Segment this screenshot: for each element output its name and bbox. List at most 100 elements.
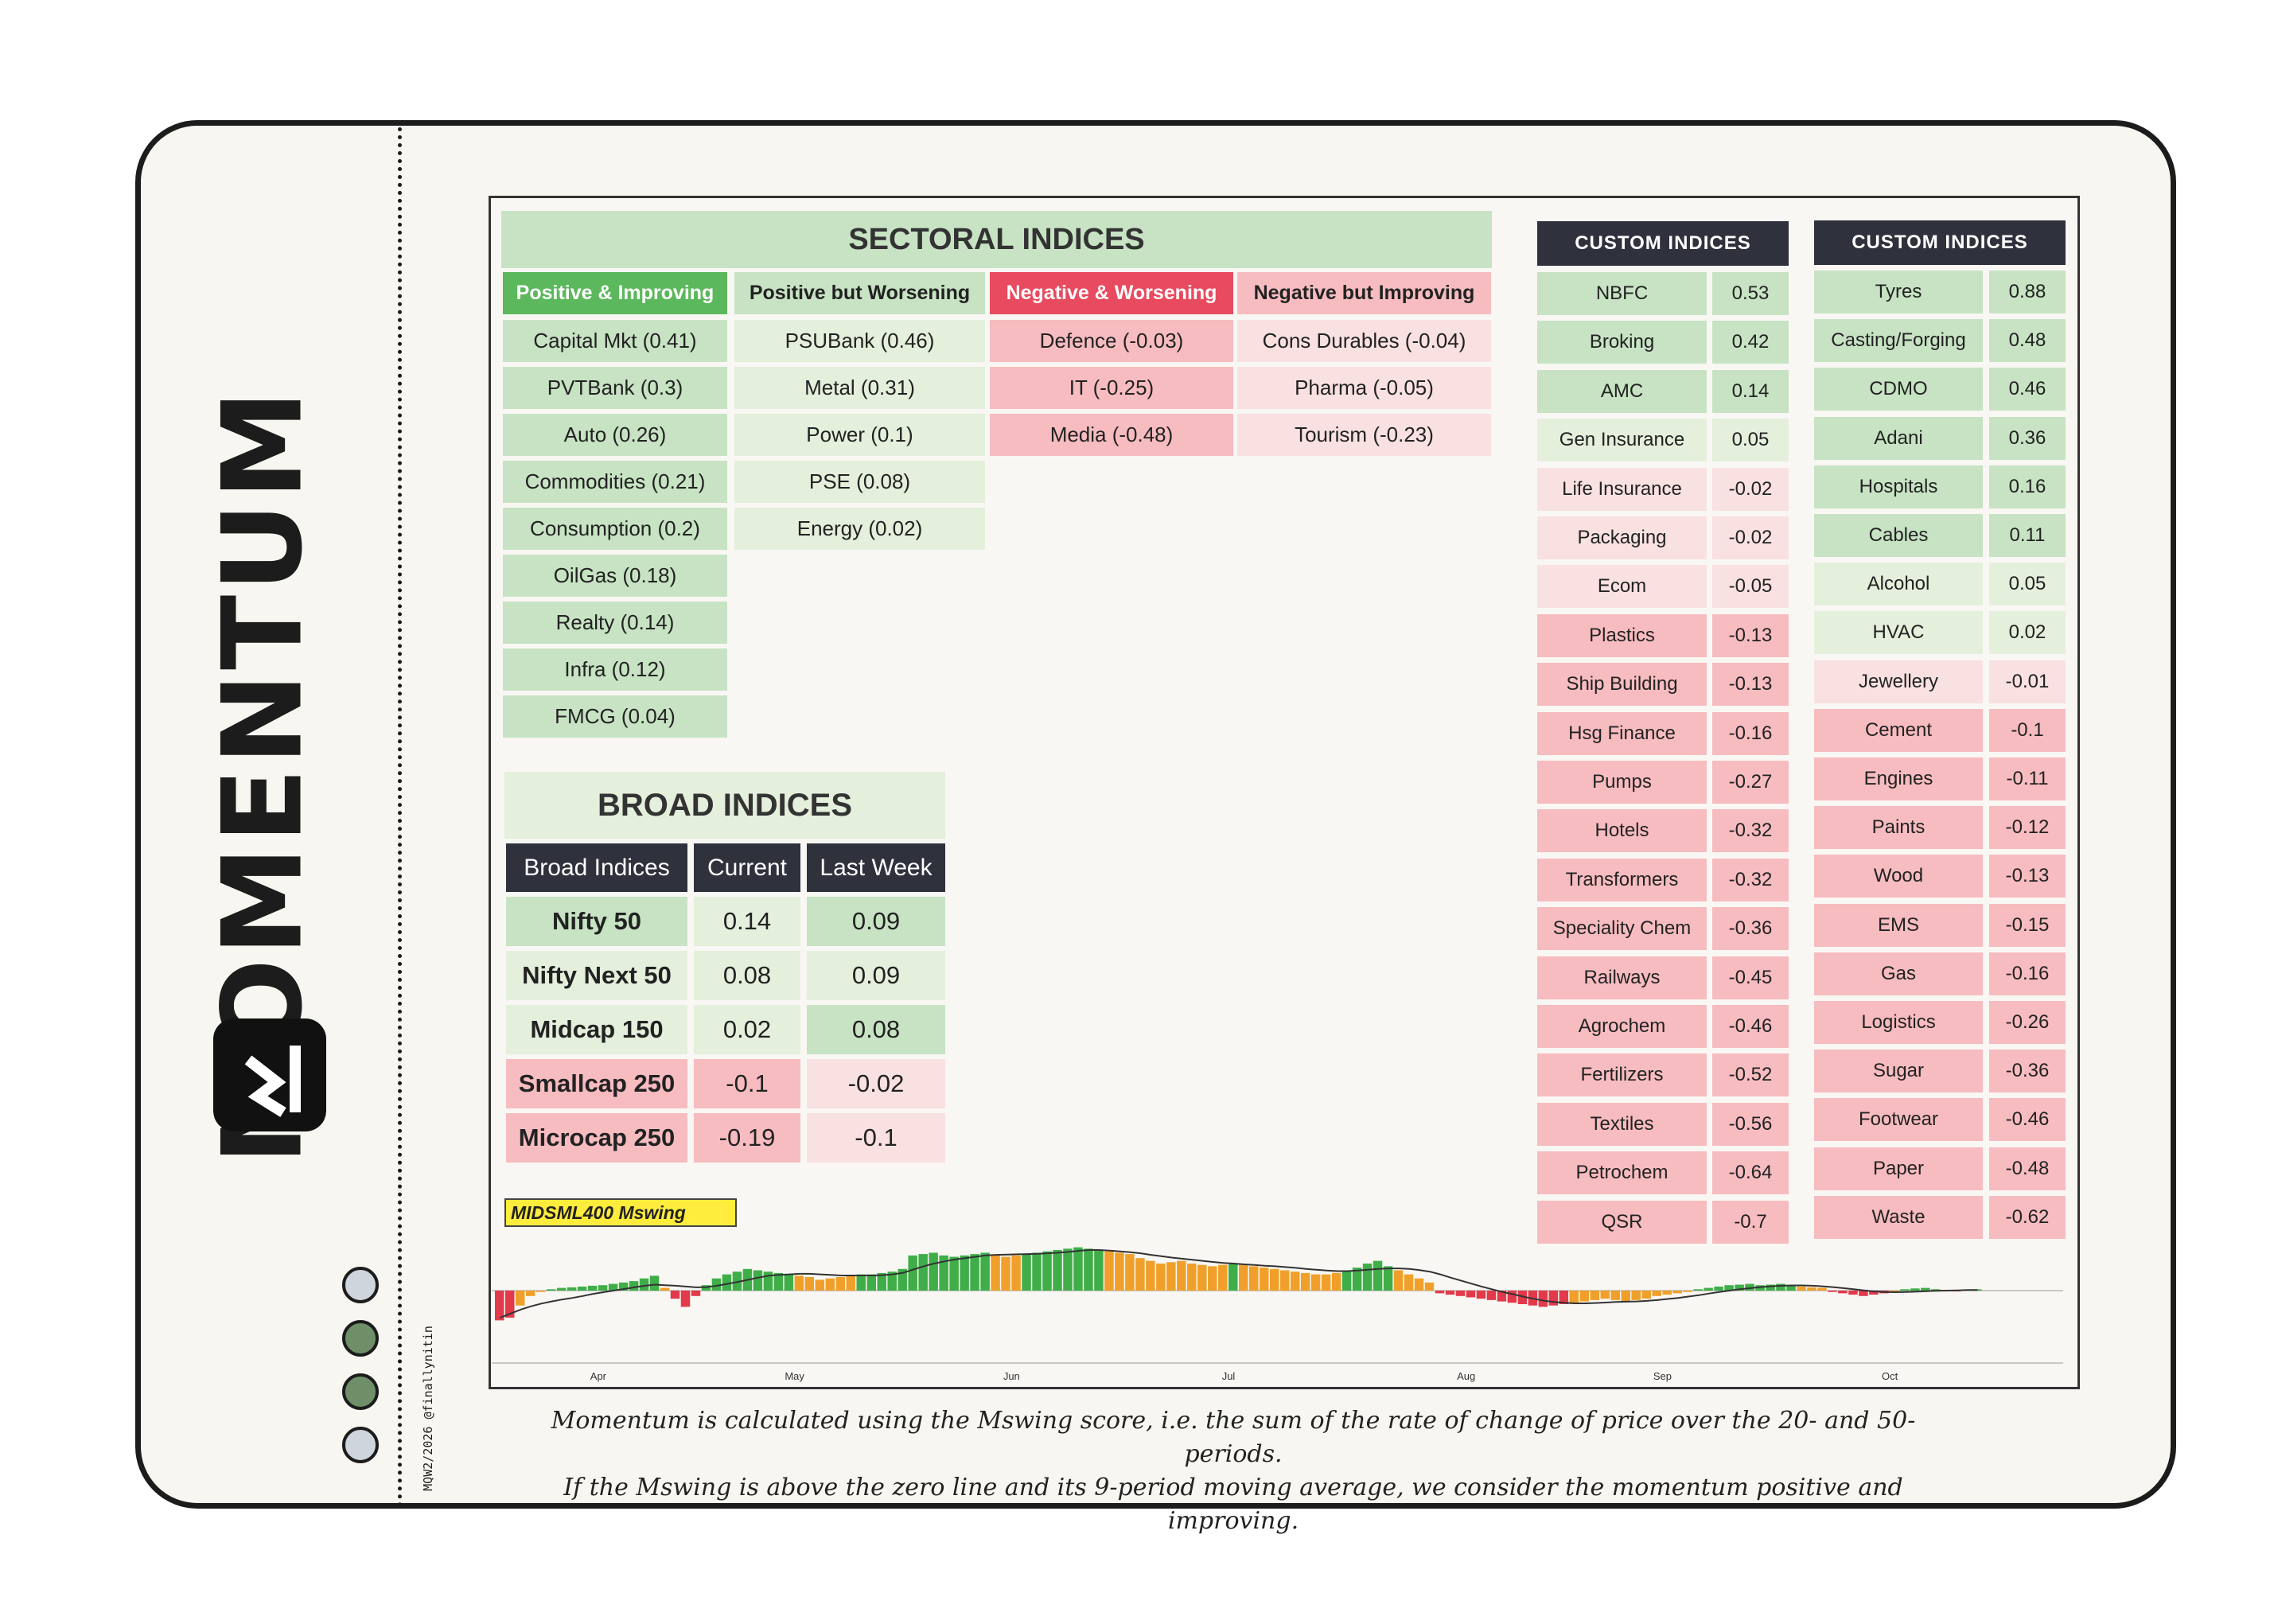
mswing-bar <box>1156 1264 1166 1291</box>
x-tick-label: Apr <box>590 1370 607 1382</box>
sectoral-item: Defence (-0.03) <box>990 320 1233 362</box>
custom-row-name: Ship Building <box>1537 663 1707 707</box>
mswing-bar <box>960 1255 969 1291</box>
broad-row-last: 0.09 <box>807 951 945 1000</box>
mswing-bar <box>691 1291 701 1296</box>
mswing-bar <box>949 1256 959 1291</box>
custom-row-value: -0.1 <box>1989 708 2066 752</box>
custom-row-value: -0.32 <box>1712 809 1789 853</box>
custom-row-value: -0.45 <box>1712 956 1789 999</box>
mswing-bar <box>1218 1264 1228 1291</box>
mswing-bar <box>1208 1266 1217 1291</box>
mswing-bar <box>1797 1286 1806 1291</box>
sectoral-item: Consumption (0.2) <box>503 508 727 550</box>
mswing-bar <box>680 1291 691 1307</box>
custom-row-name: QSR <box>1537 1200 1707 1244</box>
mswing-bar <box>1507 1291 1517 1303</box>
sectoral-item: Pharma (-0.05) <box>1237 367 1491 409</box>
mswing-bar <box>1652 1291 1661 1296</box>
mswing-bar <box>1621 1291 1630 1302</box>
mswing-bar <box>1497 1291 1507 1302</box>
mswing-bar <box>1435 1291 1445 1294</box>
broad-row-current: -0.1 <box>694 1059 800 1108</box>
mswing-bar <box>1146 1260 1155 1291</box>
mswing-bar <box>1042 1251 1052 1291</box>
custom-row-value: -0.46 <box>1712 1005 1789 1048</box>
broad-row-name: Microcap 250 <box>506 1113 687 1163</box>
custom-indices-header-1: CUSTOM INDICES <box>1537 221 1789 266</box>
mswing-bar <box>1321 1274 1331 1291</box>
mswing-bar <box>1683 1291 1692 1292</box>
sectoral-item: Metal (0.31) <box>734 367 985 409</box>
sectoral-header-4: Negative but Improving <box>1237 272 1491 314</box>
mswing-bar <box>660 1287 670 1291</box>
sectoral-item: OilGas (0.18) <box>503 555 727 597</box>
custom-row-name: HVAC <box>1814 611 1983 655</box>
mswing-bar <box>1310 1274 1321 1291</box>
mswing-bar <box>1166 1262 1176 1291</box>
mswing-bar <box>1393 1270 1404 1291</box>
footer-line-2: If the Mswing is above the zero line and… <box>563 1474 1903 1535</box>
custom-row-value: 0.02 <box>1989 611 2066 655</box>
sectoral-item: Cons Durables (-0.04) <box>1237 320 1491 362</box>
mswing-bar <box>1445 1291 1455 1295</box>
sectoral-item: PSUBank (0.46) <box>734 320 985 362</box>
custom-row-name: Paper <box>1814 1147 1983 1190</box>
custom-row-value: -0.16 <box>1989 952 2066 995</box>
mswing-bar <box>577 1286 587 1291</box>
mswing-bar <box>825 1278 835 1291</box>
broad-row-current: 0.14 <box>694 897 800 946</box>
mswing-bar <box>1001 1256 1010 1291</box>
dotted-divider <box>398 127 402 1508</box>
status-dot-2 <box>342 1320 379 1357</box>
sectoral-item: Media (-0.48) <box>990 414 1233 456</box>
mswing-bar <box>1890 1291 1899 1292</box>
mswing-bar <box>1341 1270 1352 1291</box>
custom-row-name: Fertilizers <box>1537 1053 1707 1097</box>
mswing-bar <box>794 1275 804 1291</box>
mswing-bar <box>1735 1284 1744 1291</box>
custom-row-name: Hsg Finance <box>1537 711 1707 755</box>
custom-row-name: Wood <box>1814 855 1983 898</box>
mswing-bar <box>784 1274 794 1291</box>
custom-row-name: Life Insurance <box>1537 467 1707 511</box>
mswing-bar <box>1229 1264 1238 1291</box>
mswing-bar <box>1486 1291 1497 1300</box>
mswing-bar <box>525 1291 535 1296</box>
mswing-bar <box>598 1285 608 1291</box>
mswing-bar <box>980 1252 990 1291</box>
custom-row-name: Petrochem <box>1537 1151 1707 1195</box>
mswing-bar <box>1011 1255 1021 1291</box>
custom-row-name: Transformers <box>1537 858 1707 902</box>
custom-row-value: 0.42 <box>1712 321 1789 364</box>
custom-row-value: -0.52 <box>1712 1053 1789 1097</box>
sectoral-item: FMCG (0.04) <box>503 695 727 738</box>
custom-row-value: 0.05 <box>1712 419 1789 462</box>
mswing-bar <box>1517 1291 1528 1304</box>
custom-row-name: Jewellery <box>1814 660 1983 703</box>
mswing-bar <box>753 1270 763 1291</box>
broad-row-last: -0.02 <box>807 1059 945 1108</box>
mswing-bar <box>1383 1266 1393 1291</box>
mswing-bar <box>1590 1291 1600 1300</box>
custom-row-value: -0.02 <box>1712 516 1789 559</box>
mswing-bar <box>1704 1287 1713 1291</box>
custom-row-name: Adani <box>1814 416 1983 460</box>
custom-row-value: -0.64 <box>1712 1151 1789 1195</box>
broad-title: BROAD INDICES <box>504 772 945 839</box>
mswing-bar <box>1331 1272 1341 1291</box>
broad-header-2: Current <box>694 843 800 892</box>
custom-row-name: Cement <box>1814 708 1983 752</box>
custom-row-value: 0.11 <box>1989 514 2066 557</box>
sectoral-item: PSE (0.08) <box>734 461 985 503</box>
custom-row-name: Hospitals <box>1814 465 1983 508</box>
sectoral-item: Infra (0.12) <box>503 648 727 691</box>
sectoral-header-3: Negative & Worsening <box>990 272 1233 314</box>
broad-row-current: 0.02 <box>694 1005 800 1054</box>
custom-row-name: Speciality Chem <box>1537 907 1707 951</box>
custom-row-name: Plastics <box>1537 613 1707 657</box>
sectoral-title: SECTORAL INDICES <box>501 211 1492 268</box>
mswing-chart: Apr May Jun Jul Aug Sep Oct <box>492 1247 2063 1382</box>
custom-row-name: Paints <box>1814 806 1983 850</box>
mswing-bar <box>1600 1291 1610 1299</box>
